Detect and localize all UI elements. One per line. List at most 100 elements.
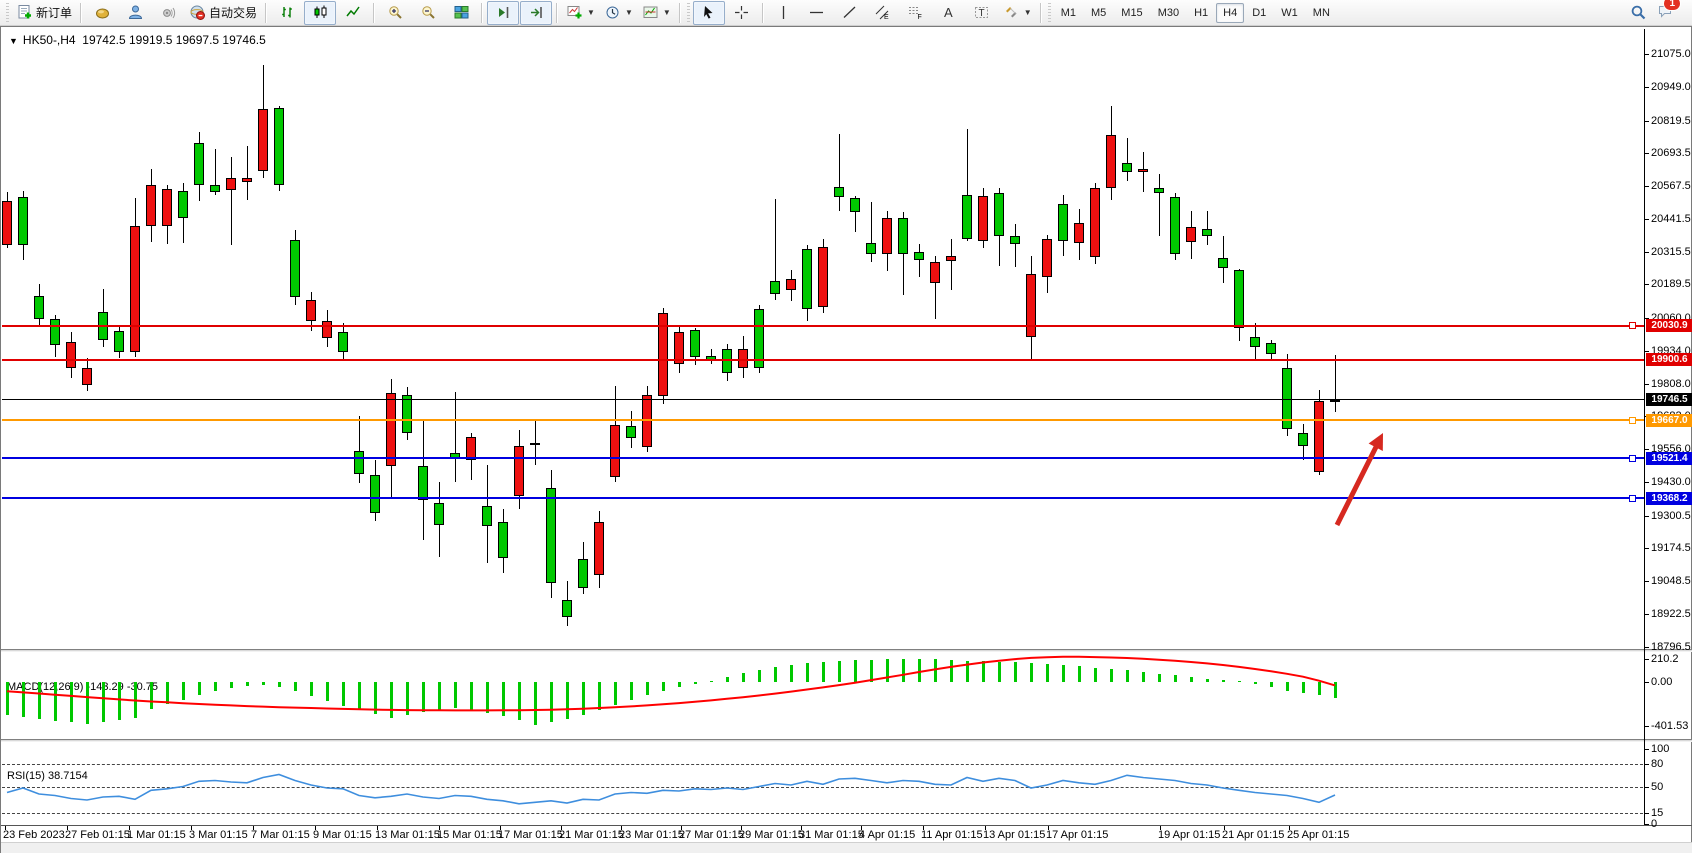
- rsi-tick-label: 50: [1651, 781, 1664, 793]
- crosshair-icon: [733, 4, 750, 21]
- macd-histogram-bar: [1270, 682, 1273, 688]
- macd-tick-label: -401.53: [1651, 720, 1689, 732]
- time-tick-label: 31 Mar 01:15: [799, 829, 864, 841]
- timeframe-button-mn[interactable]: MN: [1312, 6, 1330, 19]
- label-button[interactable]: T: [966, 1, 998, 25]
- macd-histogram-bar: [246, 682, 249, 687]
- macd-histogram-bar: [38, 682, 41, 720]
- timeframe-button-d1[interactable]: D1: [1252, 6, 1267, 19]
- price-tick-label: 20819.5: [1651, 115, 1691, 127]
- candlestick: [1186, 227, 1196, 243]
- time-tick-mark: [5, 826, 6, 830]
- line-endpoint-marker: [1629, 417, 1636, 424]
- candlestick: [1266, 343, 1276, 354]
- price-tick-label: 18922.5: [1651, 608, 1691, 620]
- time-tick-mark: [129, 826, 130, 830]
- chart-shift-button[interactable]: [520, 0, 553, 25]
- timeframe-button-h1[interactable]: H1: [1194, 6, 1209, 19]
- vertical-line-button[interactable]: [768, 1, 800, 25]
- candlestick: [402, 395, 412, 434]
- candles-icon: [312, 4, 329, 21]
- toolbar-separator: [481, 2, 484, 23]
- cursor-button[interactable]: [692, 0, 725, 25]
- macd-histogram-bar: [518, 682, 521, 721]
- alerts-button[interactable]: [152, 1, 184, 25]
- candle-chart-button[interactable]: [304, 0, 337, 25]
- macd-histogram-bar: [966, 660, 969, 682]
- profiles-icon: [94, 4, 111, 21]
- auto-scroll-icon: [495, 4, 512, 21]
- macd-tick-mark: [1644, 659, 1649, 660]
- macd-histogram-bar: [902, 659, 905, 682]
- shapes-icon: [1003, 4, 1020, 21]
- bar-chart-button[interactable]: [271, 1, 303, 25]
- candlestick: [1058, 203, 1068, 241]
- new-order-button[interactable]: 新订单: [12, 1, 76, 25]
- macd-histogram-bar: [1302, 682, 1305, 693]
- candle-wick: [359, 416, 360, 484]
- fibonacci-button[interactable]: F: [900, 1, 932, 25]
- rsi-tick-label: 80: [1651, 758, 1664, 770]
- candlestick: [178, 190, 188, 218]
- zoom-out-button[interactable]: [412, 1, 444, 25]
- indicators-button[interactable]: ▼: [562, 1, 599, 25]
- time-tick-mark: [801, 826, 802, 830]
- zoom-in-button[interactable]: [379, 1, 411, 25]
- candle-wick: [967, 128, 968, 242]
- collapse-triangle-icon[interactable]: ▼: [9, 36, 18, 46]
- horizontal-line-button[interactable]: [801, 1, 833, 25]
- autotrading-button[interactable]: 自动交易: [185, 1, 261, 25]
- toolbar-grip[interactable]: [1047, 2, 1051, 23]
- timeframe-button-m30[interactable]: M30: [1157, 6, 1180, 19]
- price-tick-mark: [1644, 581, 1649, 582]
- periods-button[interactable]: ▼: [600, 1, 637, 25]
- macd-tick-mark: [1644, 726, 1649, 727]
- time-tick-mark: [621, 826, 622, 830]
- market-watch-button[interactable]: [119, 1, 151, 25]
- rsi-indicator-label: RSI(15) 38.7154: [7, 770, 88, 782]
- timeframe-button-m5[interactable]: M5: [1091, 6, 1107, 19]
- auto-scroll-button[interactable]: [487, 0, 520, 25]
- candlestick: [18, 197, 28, 246]
- time-tick-mark: [315, 826, 316, 830]
- trendline-button[interactable]: [834, 1, 866, 25]
- rsi-tick-mark: [1644, 749, 1649, 750]
- macd-histogram-bar: [326, 682, 329, 701]
- candlestick: [1138, 168, 1148, 173]
- svg-text:A: A: [944, 5, 953, 20]
- search-icon[interactable]: [1630, 4, 1647, 21]
- candlestick: [1314, 401, 1324, 472]
- annotation-arrow-head[interactable]: [1368, 433, 1383, 451]
- timeframe-button-m15[interactable]: M15: [1121, 6, 1143, 19]
- price-tick-mark: [1644, 351, 1649, 352]
- macd-histogram-bar: [22, 682, 25, 717]
- chat-button[interactable]: 1: [1657, 0, 1681, 24]
- macd-histogram-bar: [1174, 675, 1177, 682]
- timeframe-button-w1[interactable]: W1: [1281, 6, 1298, 19]
- toolbar-grip[interactable]: [6, 2, 9, 23]
- timeframe-button-h4[interactable]: H4: [1216, 2, 1245, 23]
- candle-wick: [215, 149, 216, 195]
- shapes-button[interactable]: ▼: [999, 1, 1036, 25]
- candlestick: [1282, 367, 1292, 430]
- candlestick: [882, 218, 892, 255]
- toolbar-grip[interactable]: [686, 2, 690, 23]
- notification-badge: 1: [1663, 0, 1681, 11]
- text-button[interactable]: A: [933, 1, 965, 25]
- price-tick-label: 20949.0: [1651, 81, 1691, 93]
- tile-windows-button[interactable]: [445, 1, 477, 25]
- candlestick: [194, 143, 204, 185]
- price-tick-label: 19808.0: [1651, 378, 1691, 390]
- chart-window: ▼ HK50-,H4 19742.5 19919.5 19697.5 19746.…: [0, 26, 1692, 853]
- timeframe-button-m1[interactable]: M1: [1060, 6, 1076, 19]
- candle-wick: [903, 212, 904, 295]
- crosshair-button[interactable]: [726, 1, 758, 25]
- profiles-button[interactable]: [86, 1, 118, 25]
- candlestick: [530, 442, 540, 445]
- line-chart-button[interactable]: [337, 1, 369, 25]
- channel-button[interactable]: E: [867, 1, 899, 25]
- templates-button[interactable]: ▼: [638, 1, 675, 25]
- rsi-tick-label: 100: [1651, 743, 1670, 755]
- autotrading-button-label: 自动交易: [209, 6, 258, 20]
